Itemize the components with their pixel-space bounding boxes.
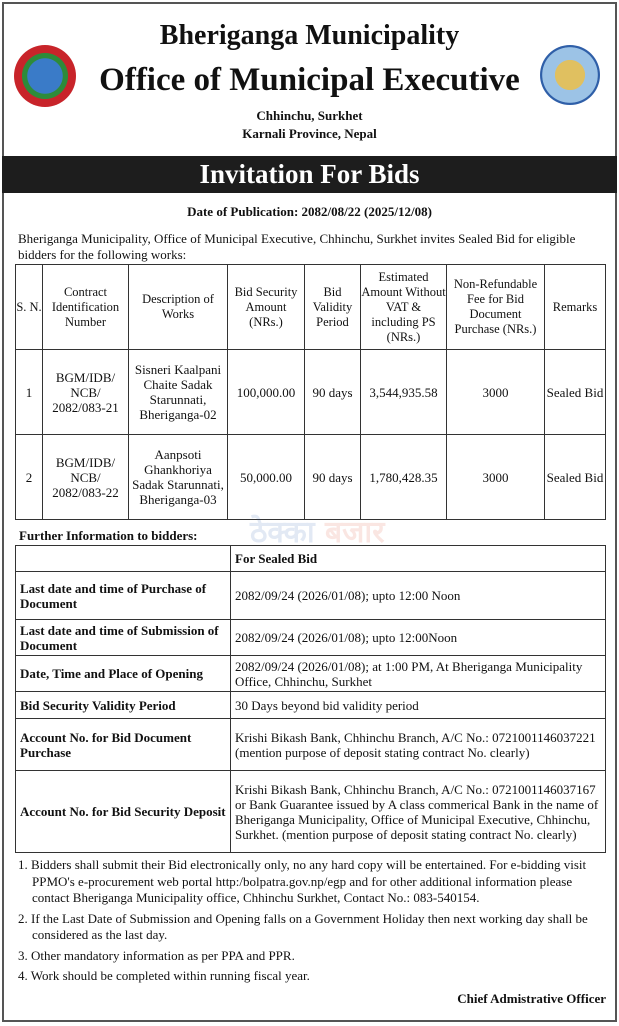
watermark-logo: ठेक्का बजार (250, 515, 385, 550)
empty-cell (15, 545, 231, 572)
cell: 2 (15, 434, 43, 520)
cell: 50,000.00 (227, 434, 305, 520)
table-row: Account No. for Bid Document Purchase Kri… (15, 718, 606, 771)
table-row: 1 BGM/IDB/ NCB/ 2082/083-21 Sisneri Kaal… (15, 349, 606, 435)
label-cell: Date, Time and Place of Opening (15, 655, 231, 692)
works-table: S. N. Contract Identification Number Des… (15, 264, 606, 520)
label-cell: Last date and time of Purchase of Docume… (15, 571, 231, 620)
value-cell: 2082/09/24 (2026/01/08); at 1:00 PM, At … (230, 655, 606, 692)
value-cell: 30 Days beyond bid validity period (230, 691, 606, 719)
address-line-1: Chhinchu, Surkhet (256, 108, 363, 123)
note-item: 4. Work should be completed within runni… (18, 968, 310, 983)
municipality-title: Bheriganga Municipality (159, 20, 460, 51)
municipality-seal-logo (540, 45, 600, 105)
note-item: 3. Other mandatory information as per PP… (18, 947, 295, 963)
cell: BGM/IDB/ NCB/ 2082/083-21 (42, 349, 129, 435)
note-item: 2. If the Last Date of Submission and Op… (18, 910, 588, 943)
label-cell: Last date and time of Submission of Docu… (15, 619, 231, 656)
cell: BGM/IDB/ NCB/ 2082/083-22 (42, 434, 129, 520)
cell: Sisneri Kaalpani Chaite Sadak Starunnati… (128, 349, 228, 435)
table-row: Date, Time and Place of Opening 2082/09/2… (15, 655, 606, 692)
col-header: Remarks (544, 264, 606, 350)
label-cell: Account No. for Bid Security Deposit (15, 770, 231, 853)
further-info-table: For Sealed Bid Last date and time of Pur… (15, 545, 606, 853)
cell: Aanpsoti Ghankhoriya Sadak Starunnati, B… (128, 434, 228, 520)
publication-date: Date of Publication: 2082/08/22 (2025/12… (187, 204, 432, 219)
further-info-title: Further Information to bidders: (19, 528, 198, 543)
value-cell: Krishi Bikash Bank, Chhinchu Branch, A/C… (230, 718, 606, 771)
value-cell: 2082/09/24 (2026/01/08); upto 12:00 Noon (230, 571, 606, 620)
cell: 1 (15, 349, 43, 435)
col-header: Bid Validity Period (304, 264, 361, 350)
label-cell: Account No. for Bid Document Purchase (15, 718, 231, 771)
notes-list: 1. Bidders shall submit their Bid electr… (18, 857, 608, 989)
value-cell: Krishi Bikash Bank, Chhinchu Branch, A/C… (230, 770, 606, 853)
col-header: For Sealed Bid (230, 545, 606, 572)
table-header-row: S. N. Contract Identification Number Des… (15, 264, 606, 350)
cell: 3000 (446, 434, 545, 520)
value-cell: 2082/09/24 (2026/01/08); upto 12:00Noon (230, 619, 606, 656)
cell: 3,544,935.58 (360, 349, 447, 435)
col-header: Estimated Amount Without VAT & including… (360, 264, 447, 350)
table-row: Last date and time of Submission of Docu… (15, 619, 606, 656)
table-row: Bid Security Validity Period 30 Days beyo… (15, 691, 606, 719)
table-row: Last date and time of Purchase of Docume… (15, 571, 606, 620)
label-cell: Bid Security Validity Period (15, 691, 231, 719)
invitation-banner: Invitation For Bids (2, 156, 617, 193)
cell: Sealed Bid (544, 434, 606, 520)
cell: 1,780,428.35 (360, 434, 447, 520)
col-header: Bid Security Amount (NRs.) (227, 264, 305, 350)
cell: 100,000.00 (227, 349, 305, 435)
intro-text: Bheriganga Municipality, Office of Munic… (18, 231, 576, 262)
address-line-2: Karnali Province, Nepal (242, 126, 377, 141)
note-item: 1. Bidders shall submit their Bid electr… (18, 857, 587, 905)
nepal-emblem-logo (14, 45, 76, 107)
signatory: Chief Admistrative Officer (457, 991, 606, 1006)
table-row: 2 BGM/IDB/ NCB/ 2082/083-22 Aanpsoti Gha… (15, 434, 606, 520)
cell: 3000 (446, 349, 545, 435)
cell: 90 days (304, 349, 361, 435)
col-header: S. N. (15, 264, 43, 350)
col-header: Non-Refundable Fee for Bid Document Purc… (446, 264, 545, 350)
cell: 90 days (304, 434, 361, 520)
cell: Sealed Bid (544, 349, 606, 435)
office-title: Office of Municipal Executive (99, 62, 520, 98)
col-header: Description of Works (128, 264, 228, 350)
table-row: Account No. for Bid Security Deposit Kris… (15, 770, 606, 853)
table-header-row: For Sealed Bid (15, 545, 606, 572)
col-header: Contract Identification Number (42, 264, 129, 350)
